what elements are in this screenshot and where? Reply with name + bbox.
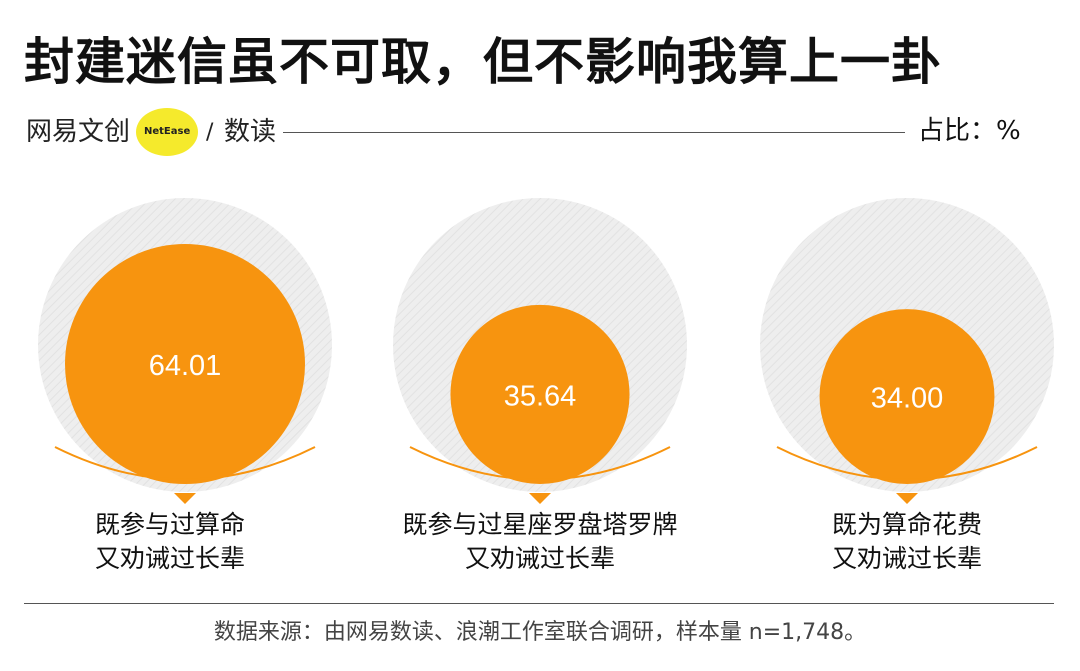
pointer-1 [174, 493, 196, 504]
brand-english-name: NetEase [144, 126, 191, 137]
brand-column-name: 数读 [224, 117, 277, 147]
brand-separator: / [206, 120, 214, 145]
base-arc-2 [409, 446, 671, 481]
chart-canvas: 64.01 35.64 34.00 [38, 198, 1054, 504]
value-label-2: 35.64 [504, 380, 577, 412]
base-arc-3 [776, 446, 1038, 481]
pointer-3 [896, 493, 918, 504]
category-label-3-line2: 又劝诫过长辈 [831, 544, 982, 573]
chart-title: 封建迷信虽不可取，但不影响我算上一卦 [24, 33, 942, 91]
brand-name: 网易文创 [26, 117, 131, 147]
category-label-1-line1: 既参与过算命 [94, 510, 245, 539]
data-source-note: 数据来源：由网易数读、浪潮工作室联合调研，样本量 n=1,748。 [213, 620, 867, 645]
value-circle-1 [65, 244, 305, 484]
category-label-2: 既参与过星座罗盘塔罗牌 又劝诫过长辈 [370, 508, 710, 576]
base-arc-1 [54, 446, 316, 481]
category-label-3: 既为算命花费 又劝诫过长辈 [737, 508, 1077, 576]
value-circle-3 [819, 309, 995, 484]
brand-logo: 网易文创 NetEase / 数读 [26, 108, 276, 156]
footer-divider [24, 603, 1054, 604]
pointer-2 [529, 493, 551, 504]
category-label-3-line1: 既为算命花费 [831, 510, 982, 539]
value-label-3: 34.00 [871, 383, 944, 415]
header-divider [283, 132, 905, 133]
category-label-1-line2: 又劝诫过长辈 [94, 544, 245, 573]
value-circle-2 [450, 304, 630, 484]
category-label-1: 既参与过算命 又劝诫过长辈 [0, 508, 340, 576]
unit-label: 占比：% [918, 116, 1021, 146]
brand-yellow-circle [136, 108, 198, 156]
category-label-2-line1: 既参与过星座罗盘塔罗牌 [402, 510, 678, 539]
category-label-2-line2: 又劝诫过长辈 [464, 544, 615, 573]
value-label-1: 64.01 [149, 350, 222, 382]
